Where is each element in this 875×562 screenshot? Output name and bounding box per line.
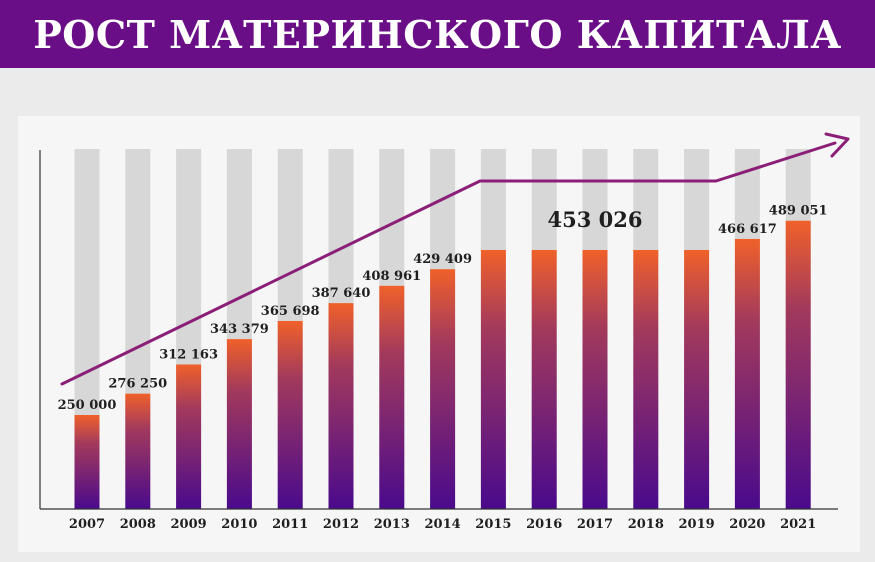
data-label: 466 617: [718, 222, 777, 237]
bar-2012: [328, 303, 354, 509]
bar-2015: [480, 250, 506, 509]
header-banner: РОСТ МАТЕРИНСКОГО КАПИТАЛА: [0, 0, 875, 68]
x-tick-label: 2018: [628, 517, 664, 532]
data-label: 365 698: [261, 304, 320, 319]
trend-arrow-line: [60, 141, 837, 386]
page-title: РОСТ МАТЕРИНСКОГО КАПИТАЛА: [33, 11, 842, 57]
data-label: 276 250: [108, 377, 167, 392]
bar-2014: [430, 269, 456, 509]
data-label: 250 000: [58, 398, 117, 413]
bar-2008: [125, 393, 151, 509]
x-tick-label: 2007: [69, 517, 105, 532]
data-label: 312 163: [159, 347, 218, 362]
x-tick-label: 2015: [475, 517, 511, 532]
data-label: 453 026: [548, 207, 643, 232]
bar-2007: [74, 415, 100, 509]
trend-arrow-head-icon: [824, 132, 850, 158]
bar-2021: [785, 220, 811, 509]
data-label: 429 409: [413, 252, 472, 267]
x-tick-label: 2016: [526, 517, 562, 532]
x-tick-label: 2019: [679, 517, 715, 532]
x-tick-label: 2008: [120, 517, 156, 532]
x-tick-label: 2012: [323, 517, 359, 532]
data-label: 343 379: [210, 322, 269, 337]
x-tick-label: 2011: [272, 517, 308, 532]
x-tick-label: 2013: [374, 517, 410, 532]
bar-2013: [379, 285, 405, 509]
data-label: 489 051: [769, 204, 828, 219]
bar-2019: [684, 250, 710, 509]
x-tick-label: 2009: [171, 517, 207, 532]
bar-2017: [582, 250, 608, 509]
bar-2009: [176, 364, 202, 509]
data-label: 387 640: [312, 286, 371, 301]
data-label: 408 961: [362, 269, 421, 284]
x-tick-label: 2020: [729, 517, 765, 532]
x-tick-label: 2021: [780, 517, 816, 532]
bar-2011: [277, 320, 303, 509]
x-tick-label: 2014: [425, 517, 461, 532]
x-tick-label: 2010: [221, 517, 257, 532]
bar-2010: [226, 339, 252, 509]
x-tick-label: 2017: [577, 517, 613, 532]
bar-2016: [531, 250, 557, 509]
bar-2020: [734, 238, 760, 510]
bar-2018: [633, 250, 659, 509]
